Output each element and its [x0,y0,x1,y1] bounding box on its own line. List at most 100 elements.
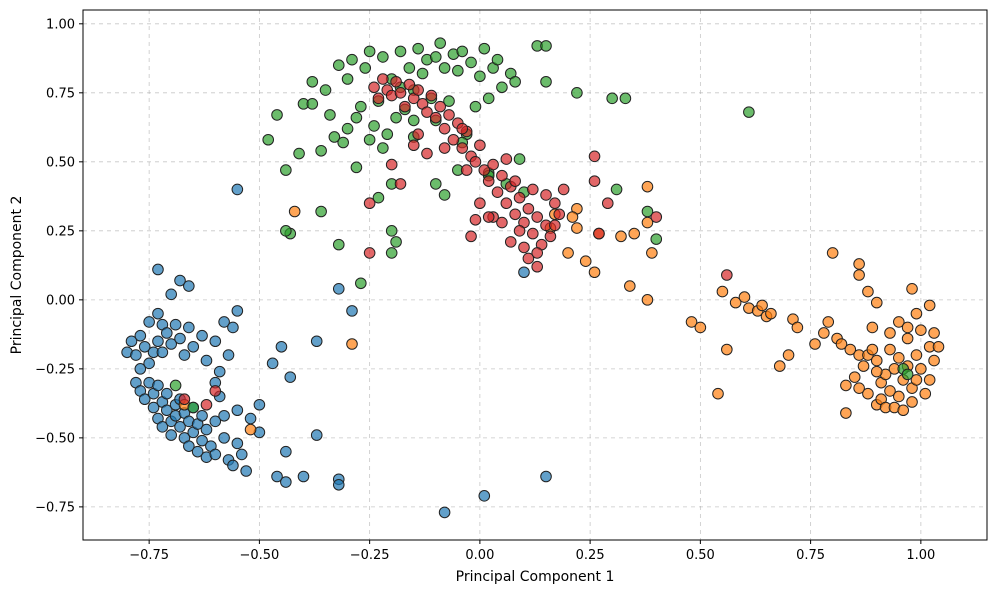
cluster-green-point [465,56,477,69]
cluster-red-point [721,269,733,281]
cluster-orange-point [853,382,865,394]
cluster-blue-point [275,340,288,353]
cluster-orange-point [848,371,861,383]
cluster-red-point [469,156,482,168]
cluster-blue-point [174,274,186,287]
cluster-orange-point [685,316,698,328]
cluster-green-point [368,120,380,132]
cluster-red-point [460,164,473,176]
cluster-orange-point [884,343,896,356]
cluster-green-point [355,100,367,113]
cluster-orange-point [915,363,927,375]
cluster-green-point [377,51,389,63]
cluster-green-point [280,164,292,176]
cluster-orange-point [906,396,918,408]
cluster-red-point [474,197,486,210]
cluster-blue-point [244,412,257,425]
cluster-green-point [341,122,354,135]
cluster-blue-point [218,409,230,422]
cluster-red-series [178,73,733,411]
cluster-blue-point [183,280,195,292]
cluster-blue-point [147,401,160,414]
cluster-blue-point [346,305,358,317]
cluster-blue-point [152,379,164,392]
cluster-orange-point [923,374,936,386]
cluster-red-point [178,393,191,406]
x-tick-label: 0.25 [576,548,605,563]
cluster-blue-point [209,448,222,461]
cluster-blue-point [152,335,164,348]
cluster-green-point [403,62,416,74]
cluster-orange-point [628,227,641,240]
cluster-blue-point [540,470,552,483]
cluster-green-point [443,95,455,107]
cluster-blue-point [518,266,530,279]
cluster-red-point [526,183,539,196]
cluster-red-point [588,150,601,163]
cluster-blue-point [271,470,283,483]
cluster-orange-point [624,280,636,292]
cluster-red-point [593,227,605,240]
cluster-red-point [363,247,376,259]
y-tick-label: 0.50 [46,155,75,170]
y-axis-ticks: −0.75 −0.50 −0.25 0.00 0.25 0.50 0.75 1.00 [35,17,83,515]
cluster-red-point [390,75,402,88]
cluster-blue-point [160,404,173,417]
cluster-green-point [641,205,654,218]
cluster-blue-point [332,478,345,491]
cluster-red-point [429,111,442,124]
cluster-blue-point [165,429,177,441]
cluster-orange-point [928,327,940,339]
cluster-red-point [465,230,477,243]
cluster-blue-point [183,440,195,452]
cluster-red-point [456,142,469,154]
cluster-green-point [456,45,469,58]
cluster-blue-point [231,305,244,317]
cluster-blue-point [209,335,222,348]
cluster-green-point [315,205,327,218]
cluster-green-point [385,247,398,259]
y-tick-label: −0.50 [35,431,75,446]
cluster-orange-point [870,365,883,378]
cluster-orange-point [870,354,883,367]
cluster-blue-point [266,357,279,370]
cluster-green-point [438,62,451,74]
cluster-green-point [306,98,319,110]
cluster-orange-point [866,343,879,356]
cluster-blue-point [178,349,191,361]
cluster-red-point [487,158,499,171]
cluster-orange-point [579,255,592,267]
cluster-blue-point [143,316,155,328]
cluster-blue-point [196,329,208,342]
cluster-blue-point [253,398,266,411]
cluster-red-point [385,158,398,171]
cluster-green-point [540,75,552,88]
cluster-green-point [355,277,367,290]
cluster-red-point [394,178,407,190]
cluster-green-point [324,109,336,121]
cluster-green-point [337,136,349,149]
cluster-orange-point [721,343,733,356]
cluster-green-point [262,133,275,146]
cluster-green-point [306,75,319,88]
cluster-green-point [540,40,552,52]
cluster-orange-point [901,321,914,334]
cluster-orange-point [588,266,601,279]
cluster-orange-point [866,321,879,334]
cluster-orange-point [928,354,940,367]
cluster-blue-point [231,437,244,450]
cluster-orange-point [857,360,870,372]
cluster-green-point [482,92,495,105]
cluster-red-point [500,153,513,165]
cluster-red-point [544,230,557,243]
x-tick-label: −0.25 [350,548,390,563]
cluster-orange-point [919,387,932,400]
cluster-red-point [403,78,416,91]
cluster-blue-point [235,448,248,461]
cluster-orange-point [840,379,852,392]
cluster-green-point [332,238,345,251]
cluster-green-point [496,81,508,94]
cluster-orange-point [923,299,936,312]
cluster-red-point [363,197,376,210]
cluster-red-point [447,133,460,146]
